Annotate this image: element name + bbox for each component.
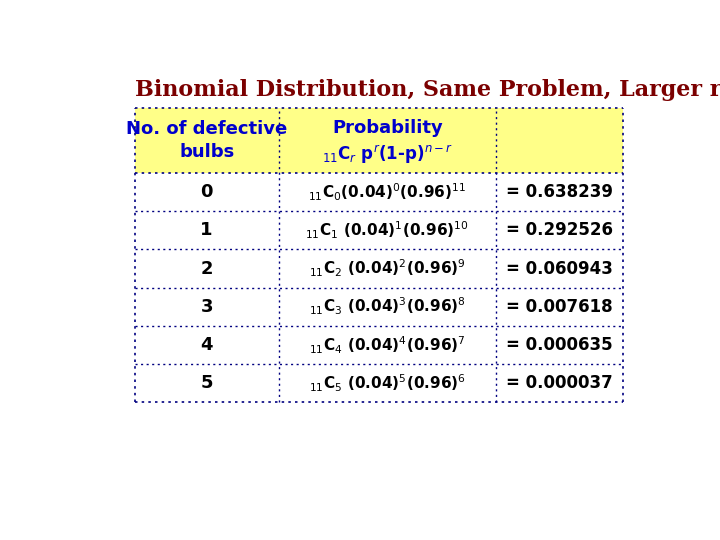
Text: Binomial Distribution, Same Problem, Larger r: Binomial Distribution, Same Problem, Lar… <box>135 79 720 102</box>
Text: $_{11}$C$_4$ (0.04)$^4$(0.96)$^7$: $_{11}$C$_4$ (0.04)$^4$(0.96)$^7$ <box>309 334 466 356</box>
Text: = 0.292526: = 0.292526 <box>506 221 613 239</box>
Text: 2: 2 <box>200 260 213 278</box>
Text: 1: 1 <box>200 221 213 239</box>
Text: 0: 0 <box>200 183 213 201</box>
Text: = 0.007618: = 0.007618 <box>506 298 613 316</box>
Bar <box>135 288 623 326</box>
Text: $_{11}$C$_3$ (0.04)$^3$(0.96)$^8$: $_{11}$C$_3$ (0.04)$^3$(0.96)$^8$ <box>309 296 466 318</box>
Text: Probability: Probability <box>332 119 443 137</box>
Bar <box>135 109 623 173</box>
Bar <box>135 173 623 211</box>
Bar <box>135 364 623 402</box>
Text: No. of defective
bulbs: No. of defective bulbs <box>126 120 287 161</box>
Text: $_{11}$C$_0$(0.04)$^0$(0.96)$^{11}$: $_{11}$C$_0$(0.04)$^0$(0.96)$^{11}$ <box>308 181 467 202</box>
Text: 4: 4 <box>200 336 213 354</box>
Bar <box>135 249 623 288</box>
Text: = 0.000037: = 0.000037 <box>506 374 613 392</box>
Text: = 0.000635: = 0.000635 <box>506 336 613 354</box>
Text: $_{11}$C$_5$ (0.04)$^5$(0.96)$^6$: $_{11}$C$_5$ (0.04)$^5$(0.96)$^6$ <box>309 373 466 394</box>
Text: $_{11}$C$_r$ p$^r$(1-p)$^{n-r}$: $_{11}$C$_r$ p$^r$(1-p)$^{n-r}$ <box>322 144 453 166</box>
Text: $_{11}$C$_2$ (0.04)$^2$(0.96)$^9$: $_{11}$C$_2$ (0.04)$^2$(0.96)$^9$ <box>309 258 466 279</box>
Text: $_{11}$C$_1$ (0.04)$^1$(0.96)$^{10}$: $_{11}$C$_1$ (0.04)$^1$(0.96)$^{10}$ <box>305 220 469 241</box>
Text: 5: 5 <box>200 374 213 392</box>
Text: = 0.060943: = 0.060943 <box>506 260 613 278</box>
Text: = 0.638239: = 0.638239 <box>506 183 613 201</box>
Bar <box>135 211 623 249</box>
Text: 3: 3 <box>200 298 213 316</box>
Bar <box>135 326 623 364</box>
